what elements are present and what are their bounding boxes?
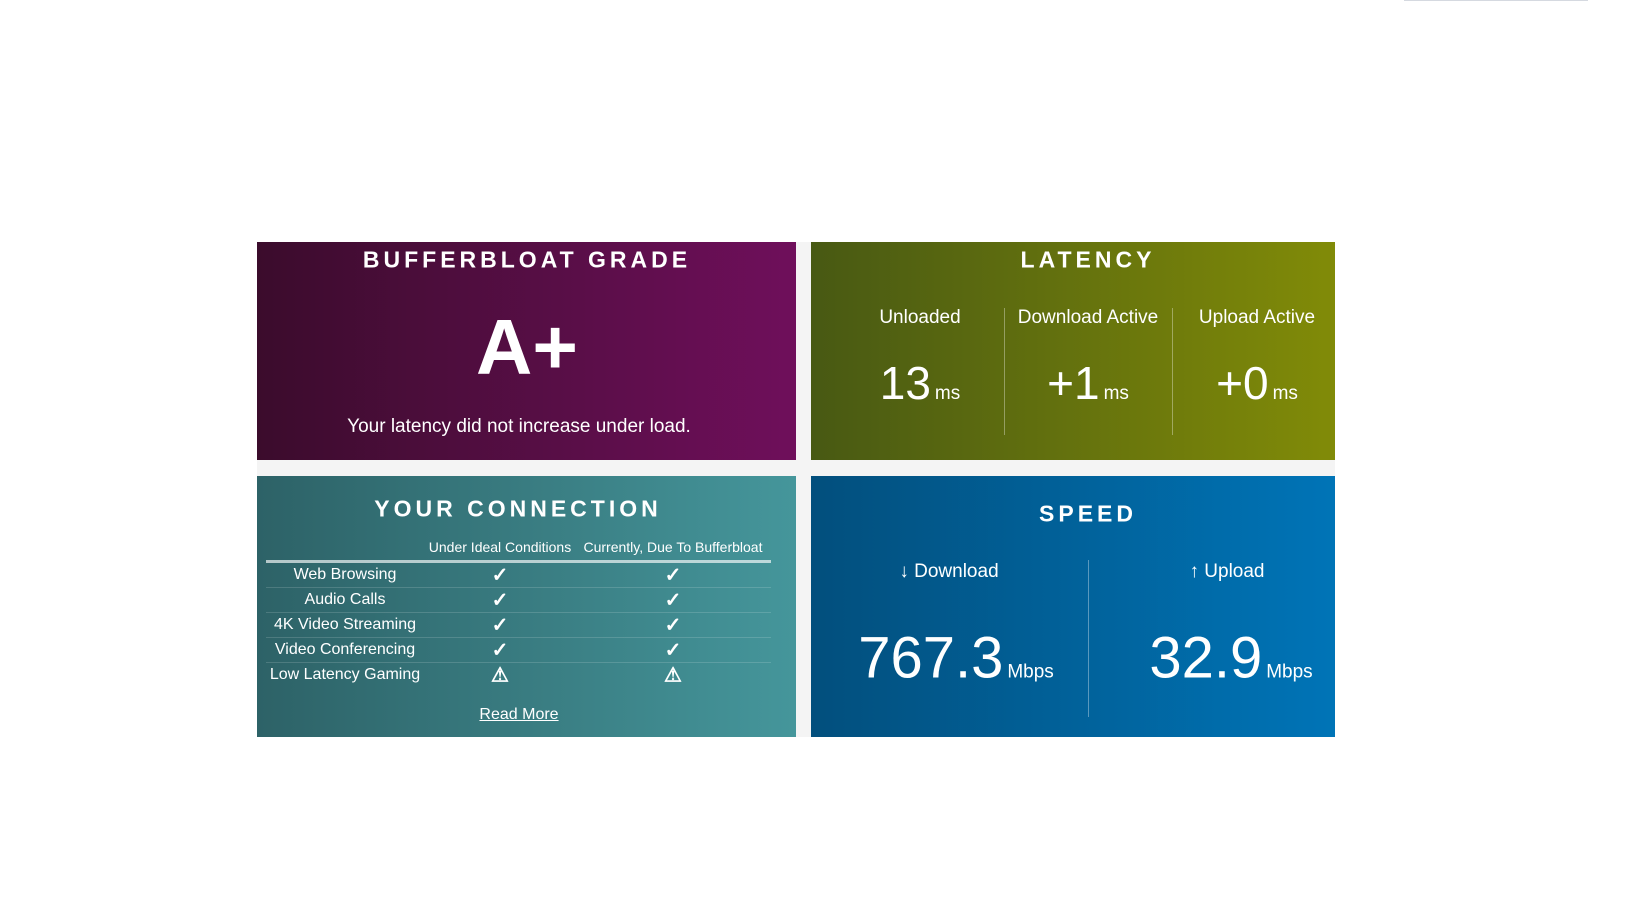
column-divider bbox=[1172, 308, 1173, 435]
upload-label: ↑ Upload bbox=[1189, 561, 1265, 582]
row-label: 4K Video Streaming bbox=[273, 616, 417, 633]
bufferbloat-grade-card: BUFFERBLOAT GRADE A+ Your latency did no… bbox=[257, 242, 796, 460]
check-icon: ✓ bbox=[664, 564, 682, 587]
upload-active-value: +0 ms bbox=[1216, 357, 1298, 409]
row-label: Low Latency Gaming bbox=[269, 666, 421, 683]
row-divider bbox=[266, 587, 771, 588]
unloaded-label: Unloaded bbox=[879, 307, 961, 328]
row-divider bbox=[266, 612, 771, 613]
row-divider bbox=[266, 662, 771, 663]
card-title: YOUR CONNECTION bbox=[374, 495, 662, 522]
column-divider bbox=[1004, 308, 1005, 435]
row-label: Audio Calls bbox=[304, 591, 386, 608]
row-label: Video Conferencing bbox=[274, 641, 416, 658]
upload-value: 32.9 Mbps bbox=[1149, 625, 1313, 691]
speed-card: SPEED ↓ Download ↑ Upload 767.3 Mbps 32.9… bbox=[811, 476, 1335, 737]
header-current: Currently, Due To Bufferbloat bbox=[583, 539, 763, 555]
header-divider bbox=[266, 560, 771, 563]
top-divider bbox=[1404, 0, 1588, 1]
column-divider bbox=[1088, 560, 1089, 717]
warning-icon: ⚠ bbox=[491, 664, 509, 687]
download-active-value: +1 ms bbox=[1047, 357, 1129, 409]
latency-card: LATENCY Unloaded Download Active Upload … bbox=[811, 242, 1335, 460]
upload-active-label: Upload Active bbox=[1198, 307, 1316, 328]
download-value: 767.3 Mbps bbox=[858, 625, 1054, 691]
check-icon: ✓ bbox=[664, 639, 682, 662]
card-title: BUFFERBLOAT GRADE bbox=[362, 246, 692, 273]
card-title: LATENCY bbox=[1020, 246, 1156, 273]
grade-value: A+ bbox=[476, 302, 578, 391]
row-label: Web Browsing bbox=[293, 566, 397, 583]
your-connection-card: YOUR CONNECTION Under Ideal Conditions C… bbox=[257, 476, 796, 737]
grade-message: Your latency did not increase under load… bbox=[347, 416, 691, 437]
check-icon: ✓ bbox=[491, 589, 509, 612]
row-divider bbox=[266, 637, 771, 638]
check-icon: ✓ bbox=[491, 564, 509, 587]
download-active-label: Download Active bbox=[1017, 307, 1159, 328]
unloaded-value: 13 ms bbox=[879, 357, 961, 409]
check-icon: ✓ bbox=[664, 614, 682, 637]
check-icon: ✓ bbox=[491, 614, 509, 637]
read-more-link[interactable]: Read More bbox=[479, 706, 559, 723]
check-icon: ✓ bbox=[664, 589, 682, 612]
check-icon: ✓ bbox=[491, 639, 509, 662]
warning-icon: ⚠ bbox=[664, 664, 682, 687]
header-ideal: Under Ideal Conditions bbox=[428, 539, 572, 555]
download-label: ↓ Download bbox=[899, 561, 999, 582]
card-title: SPEED bbox=[1039, 500, 1137, 527]
